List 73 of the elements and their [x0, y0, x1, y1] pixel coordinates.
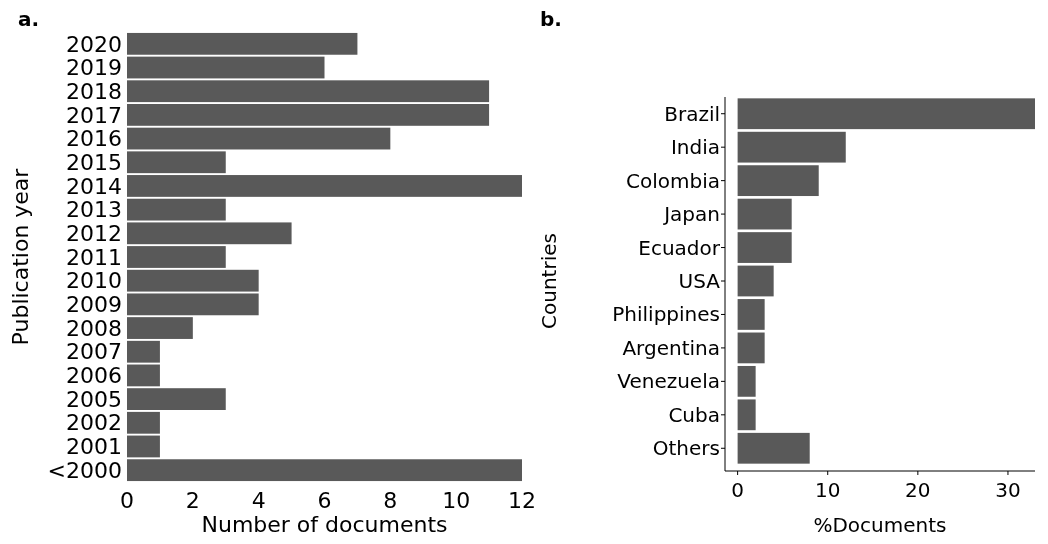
y-tick-label: Ecuador [638, 235, 721, 260]
y-tick-label: 2006 [66, 363, 122, 389]
bar [737, 399, 756, 431]
chart-title: a. [18, 7, 40, 31]
y-tick-label: USA [678, 269, 721, 293]
bar [737, 232, 792, 263]
y-tick-label: Brazil [664, 101, 720, 126]
text: b. [540, 7, 562, 31]
x-tick-label: 20 [905, 478, 931, 502]
y-tick-label: 2013 [66, 197, 122, 223]
bar [737, 332, 765, 364]
y-tick-label: Venezuela [617, 369, 720, 394]
x-tick-label: 6 [317, 488, 332, 513]
bar [737, 131, 846, 163]
y-tick-label: Cuba [668, 402, 720, 427]
bar [737, 365, 756, 397]
bar [127, 317, 193, 339]
y-tick-label: 2005 [66, 386, 122, 412]
y-tick-label: Colombia [626, 168, 720, 193]
x-tick-label: 8 [383, 488, 398, 513]
x-tick-label: 12 [508, 488, 536, 513]
bar [737, 198, 792, 230]
y-tick-label: 2011 [66, 244, 122, 270]
y-tick-label: Argentina [622, 335, 720, 360]
y-tick-label: 2015 [66, 149, 122, 175]
y-tick-label: 2014 [66, 173, 122, 199]
y-tick-label: Others [652, 436, 720, 461]
bar [127, 127, 391, 150]
y-tick-label: 2016 [66, 126, 122, 152]
x-tick-label: 0 [120, 488, 134, 513]
x-tick-label: 0 [731, 478, 744, 502]
x-tick-label: 10 [815, 478, 841, 502]
bar [127, 411, 160, 434]
y-tick-label: Philippines [612, 302, 720, 327]
bar [127, 56, 325, 79]
bar [127, 151, 226, 174]
y-tick-label: Japan [662, 202, 720, 227]
y-axis-title: Countries [537, 233, 561, 329]
x-tick-label: 4 [251, 488, 266, 513]
y-tick-label: 2009 [66, 292, 122, 318]
y-tick-label: 2008 [66, 315, 122, 341]
bar [127, 80, 490, 103]
y-tick-label: 2010 [66, 268, 122, 294]
x-tick-label: 30 [995, 478, 1021, 502]
y-tick-label: 2017 [66, 102, 122, 128]
bar [737, 165, 819, 197]
y-tick-label: 2007 [66, 339, 122, 365]
y-axis-title: Publication year [8, 167, 33, 346]
x-axis-title: Number of documents [201, 512, 448, 537]
bar [127, 435, 160, 458]
bar [737, 98, 1035, 130]
y-tick-label: 2002 [66, 410, 122, 436]
bar [127, 340, 160, 363]
y-tick-label: 2012 [66, 221, 122, 247]
bar [127, 32, 358, 55]
y-tick-label: 2020 [66, 31, 122, 57]
bar [737, 265, 774, 297]
bar [127, 104, 490, 126]
x-axis-title: %Documents [813, 513, 947, 537]
y-tick-label: <2000 [47, 457, 122, 483]
bar [127, 388, 226, 410]
y-tick-label: 2019 [66, 55, 122, 81]
bar [737, 299, 765, 330]
bar [737, 432, 810, 464]
y-tick-label: 2018 [66, 78, 122, 104]
bar [127, 459, 522, 482]
x-tick-label: 2 [185, 488, 200, 513]
bar [127, 364, 160, 387]
bar [127, 175, 522, 197]
x-tick-label: 10 [442, 488, 471, 513]
bar [127, 246, 226, 268]
y-tick-label: 2001 [66, 434, 122, 460]
y-tick-label: India [670, 135, 720, 160]
